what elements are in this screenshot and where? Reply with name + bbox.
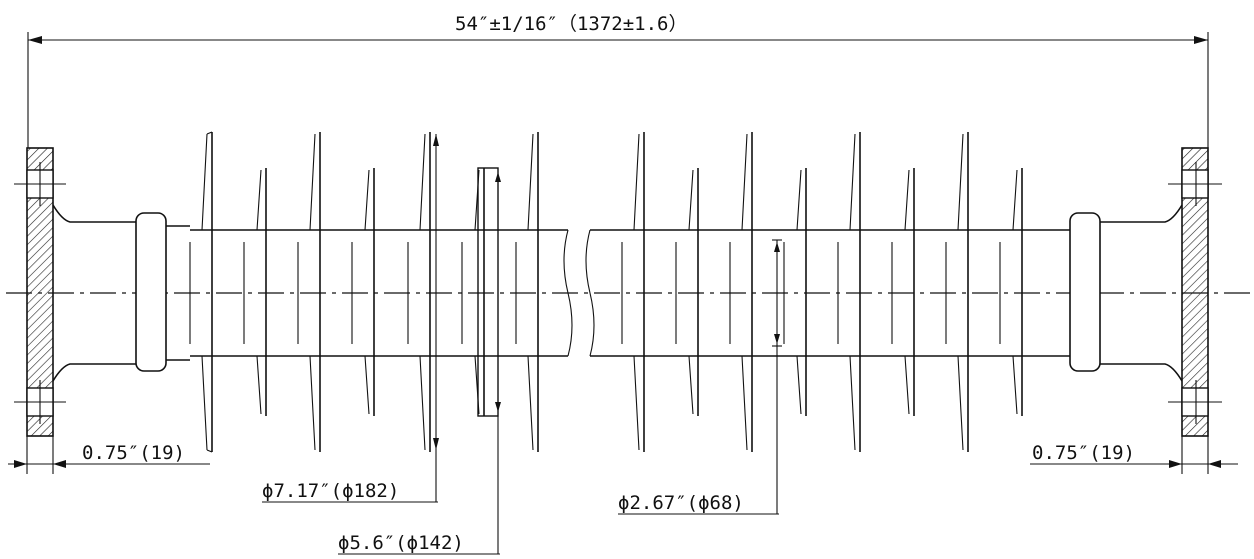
core-inner-lines [189,242,1001,344]
left-flange [14,147,66,437]
left-end-fitting [52,204,190,382]
shed-small [364,168,375,416]
shed-small [1012,168,1023,416]
right-end-dimension: 0.75″(19) [1030,436,1238,474]
shed-small [474,168,485,416]
right-end-fitting [1022,204,1183,382]
shed-large [633,132,645,452]
shed-large [527,132,539,452]
shed-large [849,132,861,452]
shed-small [904,168,915,416]
sheds [201,131,1023,453]
core-diameter-label: ϕ2.67″(ϕ68) [618,492,744,514]
shed-large [309,132,321,452]
shed-large [957,132,969,452]
large-shed-dimension: ϕ7.17″(ϕ182) [262,134,439,503]
shed-large [201,131,213,453]
right-flange [1168,147,1222,437]
break-line-left [563,229,573,357]
shed-large [741,132,753,452]
core-dimension: ϕ2.67″(ϕ68) [618,239,782,515]
overall-length-dimension: 54″±1/16″（1372±1.6） [27,13,1209,148]
small-shed-label: ϕ5.6″(ϕ142) [338,532,464,554]
left-end-dimension: 0.75″(19) [8,436,210,474]
break-line-right [585,229,595,357]
right-end-label: 0.75″(19) [1032,442,1135,464]
shed-large [419,132,431,452]
shed-small [688,168,699,416]
left-end-label: 0.75″(19) [82,442,185,464]
overall-length-label: 54″±1/16″（1372±1.6） [455,13,687,35]
small-shed-dimension: ϕ5.6″(ϕ142) [338,167,501,555]
shed-small [256,168,267,416]
large-shed-label: ϕ7.17″(ϕ182) [262,480,399,502]
shed-small [796,168,807,416]
